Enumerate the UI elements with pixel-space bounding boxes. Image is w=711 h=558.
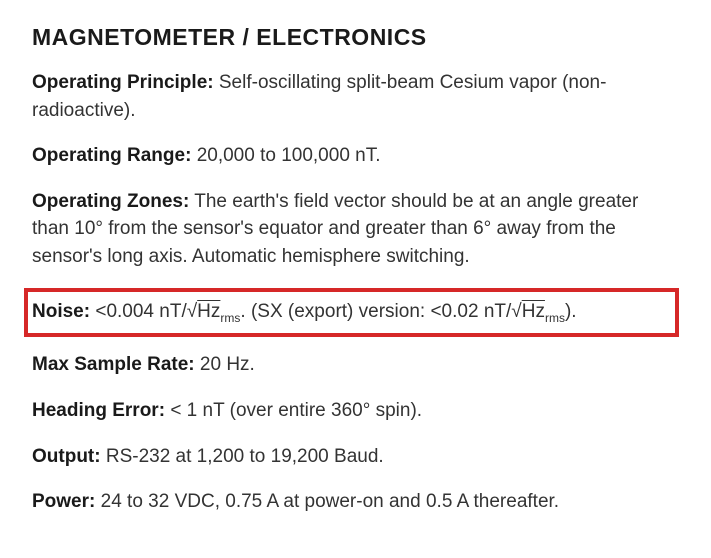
spec-label: Operating Zones: xyxy=(32,191,189,212)
spec-label: Output: xyxy=(32,446,101,467)
spec-heading-error: Heading Error: < 1 nT (over entire 360° … xyxy=(32,397,679,425)
section-title: MAGNETOMETER / ELECTRONICS xyxy=(32,24,679,51)
noise-middle: . (SX (export) version: <0.02 nT/ xyxy=(240,301,511,322)
sqrt-sign-icon: √ xyxy=(511,301,521,322)
sqrt-unit: Hz xyxy=(197,301,220,322)
spec-operating-range: Operating Range: 20,000 to 100,000 nT. xyxy=(32,142,679,170)
spec-value: RS-232 at 1,200 to 19,200 Baud. xyxy=(106,446,384,467)
spec-label: Operating Range: xyxy=(32,145,191,166)
subscript-rms: rms xyxy=(220,311,240,325)
spec-max-sample-rate: Max Sample Rate: 20 Hz. xyxy=(32,351,679,379)
spec-operating-principle: Operating Principle: Self-oscillating sp… xyxy=(32,69,679,124)
noise-highlight-box: Noise: <0.004 nT/√Hzrms. (SX (export) ve… xyxy=(24,288,679,337)
spec-label: Power: xyxy=(32,491,95,512)
noise-prefix: <0.004 nT/ xyxy=(95,301,186,322)
spec-value: 20,000 to 100,000 nT. xyxy=(197,145,381,166)
spec-power: Power: 24 to 32 VDC, 0.75 A at power-on … xyxy=(32,488,679,516)
noise-suffix: ). xyxy=(565,301,577,322)
spec-label: Heading Error: xyxy=(32,400,165,421)
spec-label: Max Sample Rate: xyxy=(32,354,195,375)
spec-value: 24 to 32 VDC, 0.75 A at power-on and 0.5… xyxy=(101,491,559,512)
spec-label: Noise: xyxy=(32,301,90,322)
spec-operating-zones: Operating Zones: The earth's field vecto… xyxy=(32,188,679,271)
spec-label: Operating Principle: xyxy=(32,72,214,93)
spec-value: 20 Hz. xyxy=(200,354,255,375)
spec-value: < 1 nT (over entire 360° spin). xyxy=(170,400,422,421)
sqrt-unit: Hz xyxy=(522,301,545,322)
sqrt-sign-icon: √ xyxy=(187,301,197,322)
spec-value: <0.004 nT/√Hzrms. (SX (export) version: … xyxy=(95,301,576,322)
spec-noise: Noise: <0.004 nT/√Hzrms. (SX (export) ve… xyxy=(32,298,667,327)
subscript-rms: rms xyxy=(545,311,565,325)
spec-output: Output: RS-232 at 1,200 to 19,200 Baud. xyxy=(32,443,679,471)
